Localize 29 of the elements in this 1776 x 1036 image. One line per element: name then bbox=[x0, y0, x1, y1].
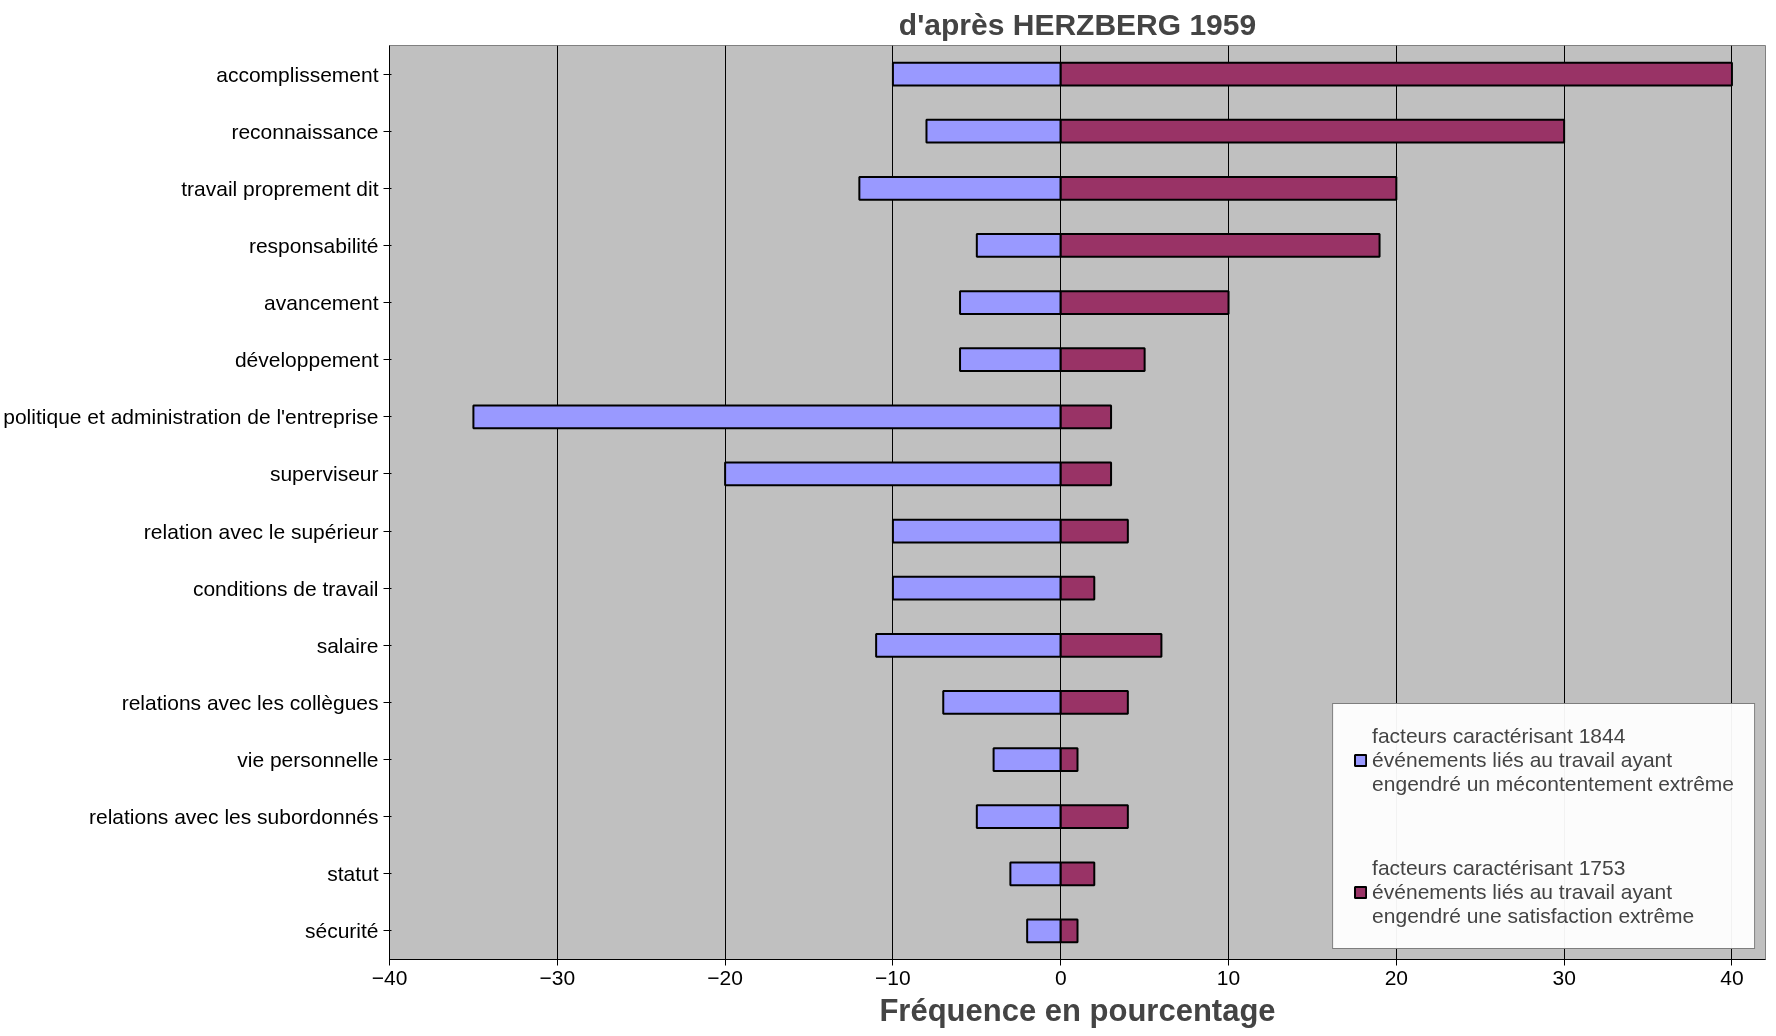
x-tick-label: 30 bbox=[1552, 965, 1576, 989]
x-axis-title: Fréquence en pourcentage bbox=[879, 992, 1276, 1028]
y-tick-label: politique et administration de l'entreprise bbox=[3, 405, 379, 429]
y-tick-label: relations avec les subordonnés bbox=[88, 805, 379, 829]
y-tick-label: conditions de travail bbox=[192, 576, 379, 600]
x-tick-label: −30 bbox=[539, 965, 576, 989]
y-tick-label: vie personnelle bbox=[237, 748, 379, 772]
y-tick-label: relation avec le supérieur bbox=[143, 519, 379, 543]
y-tick-label: travail proprement dit bbox=[181, 176, 379, 200]
y-tick-label: responsabilité bbox=[248, 233, 379, 257]
chart-title: d'après HERZBERG 1959 bbox=[898, 7, 1257, 41]
x-tick-label: 10 bbox=[1216, 965, 1241, 989]
y-tick-label: sécurité bbox=[304, 919, 379, 943]
x-tick-label: −40 bbox=[371, 965, 408, 989]
y-tick-label: développement bbox=[234, 348, 379, 372]
legend-label: facteurs caractérisant 1753 événements liés au travail ayant engendré une satisfaction extrême bbox=[1372, 856, 1695, 928]
x-tick-label: 0 bbox=[1054, 965, 1067, 989]
legend-label: facteurs caractérisant 1844 événements liés au travail ayant engendré un mécontentement extrême bbox=[1372, 724, 1734, 796]
y-tick-label: relations avec les collègues bbox=[121, 690, 379, 714]
x-tick-label: 40 bbox=[1720, 965, 1744, 989]
y-tick-label: statut bbox=[327, 862, 379, 886]
y-tick-label: reconnaissance bbox=[231, 119, 379, 143]
x-tick-label: −10 bbox=[875, 965, 911, 989]
y-tick-label: salaire bbox=[316, 633, 379, 657]
y-tick-label: superviseur bbox=[269, 462, 379, 486]
y-tick-label: avancement bbox=[264, 291, 379, 315]
x-tick-label: 20 bbox=[1384, 965, 1409, 989]
y-tick-label: accomplissement bbox=[216, 62, 379, 86]
x-tick-label: −20 bbox=[707, 965, 743, 989]
